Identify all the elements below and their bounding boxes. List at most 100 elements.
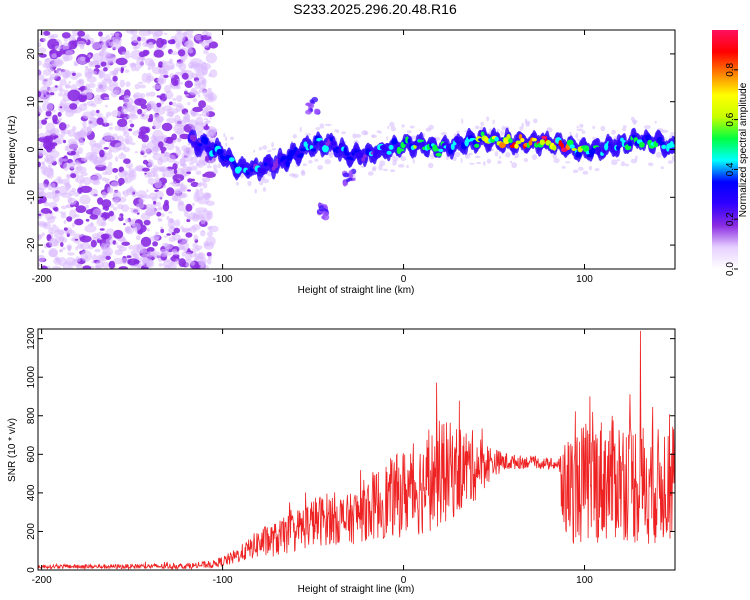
snr-series-line bbox=[38, 330, 675, 570]
noise-blob bbox=[144, 209, 155, 217]
noise-blob bbox=[199, 188, 204, 192]
noise-blob bbox=[175, 146, 180, 151]
noise-blob bbox=[105, 111, 112, 117]
ridge-core bbox=[560, 142, 564, 150]
noise-blob bbox=[96, 112, 103, 118]
noise-blob bbox=[94, 248, 101, 253]
noise-blob bbox=[101, 251, 107, 259]
noise-blob bbox=[138, 198, 145, 204]
noise-blob bbox=[85, 83, 91, 92]
ridge-core bbox=[237, 166, 242, 172]
noise-blob bbox=[76, 165, 83, 172]
noise-blob bbox=[110, 39, 122, 50]
noise-blob bbox=[163, 252, 167, 256]
noise-blob bbox=[147, 41, 154, 47]
noise-blob bbox=[163, 235, 168, 238]
y-tick-label: 1000 bbox=[26, 366, 37, 389]
x-tick-label: 0 bbox=[401, 274, 407, 285]
noise-blob bbox=[73, 62, 78, 67]
noise-blob bbox=[58, 229, 65, 236]
noise-blob bbox=[38, 74, 45, 81]
noise-blob bbox=[66, 216, 73, 222]
noise-blob bbox=[185, 203, 193, 212]
noise-blob bbox=[141, 72, 149, 83]
noise-blob bbox=[41, 119, 48, 125]
noise-blob bbox=[155, 190, 164, 200]
noise-blob bbox=[156, 211, 162, 217]
noise-blob bbox=[172, 163, 178, 170]
ridge-core bbox=[363, 154, 368, 158]
noise-blob bbox=[91, 261, 96, 264]
noise-blob bbox=[207, 226, 213, 230]
noise-blob bbox=[62, 247, 66, 250]
noise-blob bbox=[137, 108, 143, 115]
noise-blob bbox=[153, 200, 157, 205]
ridge-halo bbox=[577, 166, 584, 171]
noise-blob bbox=[193, 234, 198, 241]
noise-blob bbox=[38, 234, 42, 241]
ridge-halo bbox=[392, 156, 399, 162]
noise-blob bbox=[125, 30, 136, 34]
ridge-core bbox=[520, 138, 525, 143]
ridge-halo bbox=[594, 168, 600, 172]
noise-blob bbox=[114, 142, 126, 151]
ridge-core bbox=[299, 152, 304, 158]
noise-blob bbox=[158, 263, 164, 267]
ridge-halo bbox=[592, 125, 596, 130]
noise-blob bbox=[166, 117, 176, 124]
noise-blob bbox=[202, 107, 209, 114]
snr-y-axis-label: SNR (10 * v/v) bbox=[7, 418, 18, 482]
feature-blob bbox=[322, 211, 329, 217]
noise-blob bbox=[70, 75, 79, 80]
colorbar-tick-label: 0.6 bbox=[725, 112, 736, 126]
noise-blob bbox=[112, 75, 118, 82]
noise-blob bbox=[103, 67, 108, 72]
noise-blob bbox=[168, 236, 176, 243]
noise-blob bbox=[67, 40, 78, 50]
noise-blob bbox=[40, 265, 48, 269]
noise-blob bbox=[181, 238, 189, 243]
noise-blob bbox=[168, 211, 173, 214]
noise-blob bbox=[113, 206, 118, 211]
ridge-halo bbox=[509, 160, 513, 164]
noise-blob bbox=[123, 158, 131, 164]
x-tick-label: -200 bbox=[32, 575, 52, 586]
ridge-halo bbox=[519, 126, 524, 131]
noise-blob bbox=[186, 171, 192, 175]
ridge-halo bbox=[253, 149, 256, 153]
ridge-halo bbox=[267, 149, 272, 153]
ridge-halo bbox=[565, 161, 571, 164]
ridge-core bbox=[494, 136, 499, 142]
noise-blob bbox=[118, 246, 128, 252]
noise-blob bbox=[141, 167, 150, 172]
noise-blob bbox=[118, 166, 125, 173]
noise-blob bbox=[198, 100, 207, 109]
noise-blob bbox=[144, 172, 147, 175]
noise-blob bbox=[177, 137, 182, 142]
noise-blob bbox=[38, 42, 42, 48]
noise-blob bbox=[43, 139, 53, 150]
noise-blob bbox=[130, 208, 141, 214]
noise-blob bbox=[94, 156, 106, 163]
ridge-core bbox=[421, 141, 425, 148]
noise-blob bbox=[73, 131, 82, 140]
ridge-halo bbox=[624, 163, 629, 167]
ridge-core bbox=[300, 148, 307, 152]
ridge-halo bbox=[497, 160, 502, 165]
ridge-halo bbox=[410, 135, 418, 140]
ridge-core bbox=[480, 131, 485, 137]
ridge-halo bbox=[616, 159, 621, 162]
noise-blob bbox=[153, 49, 164, 58]
ridge-halo bbox=[259, 180, 264, 186]
noise-blob bbox=[207, 258, 212, 265]
noise-blob bbox=[68, 161, 76, 169]
noise-blob bbox=[127, 113, 139, 120]
ridge-halo bbox=[401, 124, 405, 128]
ridge-halo bbox=[305, 133, 311, 136]
ridge-halo bbox=[292, 134, 297, 139]
noise-blob bbox=[196, 162, 201, 167]
ridge-halo bbox=[531, 154, 538, 161]
noise-blob bbox=[90, 70, 98, 75]
noise-blob bbox=[112, 34, 115, 37]
